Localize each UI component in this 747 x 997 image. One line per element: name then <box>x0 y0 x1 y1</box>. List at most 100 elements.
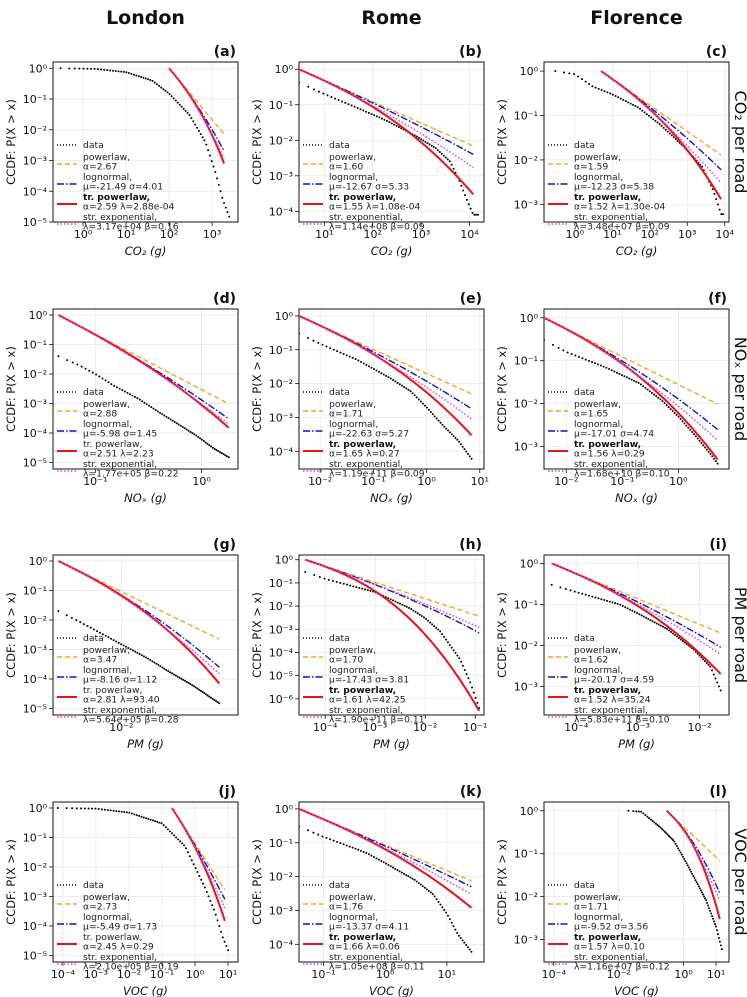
x-tick-label: 10⁰ <box>674 968 693 981</box>
data-point <box>183 679 186 682</box>
stretched-exponential-fit-line <box>299 315 472 420</box>
lognormal-legend-params: μ=-20.17 σ=4.59 <box>574 675 654 686</box>
data-point <box>173 834 176 837</box>
data-point <box>89 626 92 629</box>
data-point <box>661 827 664 830</box>
data-point <box>91 371 94 374</box>
data-point <box>465 943 468 946</box>
data-point <box>699 889 702 892</box>
panel-label: (k) <box>460 784 482 800</box>
data-point <box>588 594 591 597</box>
data-point <box>100 808 103 811</box>
lognormal-fit-line <box>168 67 225 152</box>
data-point <box>471 211 474 214</box>
data-point <box>177 838 180 841</box>
data-point <box>346 583 349 586</box>
data-point <box>130 812 133 815</box>
data-point <box>463 448 466 451</box>
data-point <box>151 79 154 82</box>
data-point <box>452 167 455 170</box>
y-tick-label: 10⁻² <box>514 154 538 167</box>
data-point <box>199 133 202 136</box>
data-point <box>454 928 457 931</box>
data-point <box>385 862 388 865</box>
data-point <box>666 833 669 836</box>
powerlaw-legend-label: powerlaw, <box>329 152 376 163</box>
data-point <box>220 452 223 455</box>
y-tick-label: 10⁻³ <box>269 170 293 183</box>
data-point <box>331 579 334 582</box>
data-point <box>367 111 370 114</box>
x-tick-label: 10³ <box>203 228 221 241</box>
data-point <box>656 824 659 826</box>
data-point <box>689 428 692 431</box>
data-point <box>357 848 360 851</box>
data-point <box>348 845 351 848</box>
data-point <box>467 453 470 455</box>
data-point <box>627 809 630 812</box>
data-point <box>106 69 109 72</box>
data-point <box>362 109 365 112</box>
data-point <box>674 633 677 636</box>
data-point <box>648 817 651 820</box>
data-point <box>638 613 641 616</box>
data-point <box>65 807 68 810</box>
data-point <box>209 899 212 902</box>
data-point <box>605 366 608 369</box>
data-point <box>461 664 464 667</box>
y-tick-label: 10⁻² <box>269 871 293 884</box>
data-point <box>608 600 611 603</box>
data-point <box>189 683 192 686</box>
data-point <box>684 860 687 863</box>
panel-label: (i) <box>709 537 727 553</box>
data-point <box>124 645 127 648</box>
stretched-legend-params: λ=1.19e+11 β=0.09 <box>329 469 425 480</box>
data-point <box>413 878 416 881</box>
stretched-legend-params: λ=1.68e+10 β=0.10 <box>574 469 670 480</box>
data-point <box>392 378 395 381</box>
truncated-legend-params: α=1.52 λ=1.30e-04 <box>574 202 666 213</box>
data-point <box>193 433 196 436</box>
lognormal-fit-line <box>666 810 721 894</box>
data-point <box>420 615 423 618</box>
data-point <box>147 78 150 81</box>
data-point <box>214 700 217 703</box>
data-point <box>429 621 432 624</box>
data-point <box>460 660 463 663</box>
data-point <box>664 128 667 131</box>
y-tick-label: 10⁰ <box>29 309 48 322</box>
lognormal-legend-label: lognormal, <box>329 665 378 676</box>
data-point <box>452 435 455 438</box>
data-point <box>618 372 621 375</box>
data-point <box>445 911 448 914</box>
stretched-exponential-fit-line <box>666 810 721 902</box>
data-point <box>670 630 673 633</box>
data-point <box>169 671 172 674</box>
data-point <box>395 124 398 127</box>
powerlaw-legend-params: α=1.59 <box>574 162 608 173</box>
data-point <box>400 871 403 874</box>
data-point <box>616 602 619 605</box>
x-axis-label: CO₂ (g) <box>616 244 658 258</box>
powerlaw-fit-line <box>58 560 220 640</box>
data-point <box>700 442 703 445</box>
powerlaw-legend-params: α=1.60 <box>329 162 363 173</box>
data-point <box>584 593 587 596</box>
panel-label: (g) <box>213 537 236 553</box>
data-point <box>433 415 436 418</box>
data-point <box>637 381 640 384</box>
plot-area <box>57 560 221 705</box>
data-point <box>674 138 677 141</box>
data-point <box>633 610 636 613</box>
data-point <box>335 580 338 583</box>
y-tick-label: 10⁻³ <box>23 397 47 410</box>
truncated-powerlaw-fit-line <box>168 67 226 164</box>
column-title: Rome <box>361 7 421 29</box>
data-point <box>179 424 182 427</box>
y-tick-label: 10⁻³ <box>514 198 538 211</box>
lognormal-fit-line <box>600 70 722 171</box>
data-point <box>475 213 478 216</box>
truncated-powerlaw-fit-line <box>171 807 226 922</box>
